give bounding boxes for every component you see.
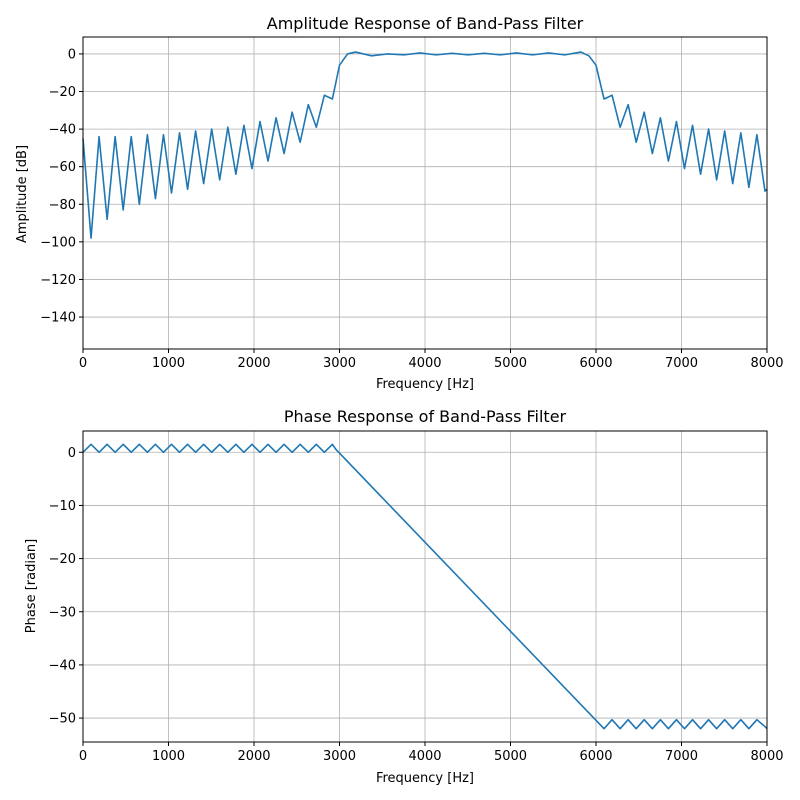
amplitude-y-tick-label: −60 (49, 160, 76, 175)
phase-y-tick-label: 0 (68, 446, 76, 461)
phase-x-tick-label: 2000 (237, 749, 270, 764)
amplitude-x-axis-label: Frequency [Hz] (376, 377, 474, 392)
phase-chart-title: Phase Response of Band-Pass Filter (284, 407, 567, 426)
amplitude-x-ticks: 0 1000 2000 3000 4000 5000 6000 7000 8000 (79, 349, 784, 371)
phase-y-tick-label: −20 (49, 552, 76, 567)
phase-series-line (82, 443, 768, 730)
phase-y-ticks: 0 −10 −20 −30 −40 −50 (49, 446, 83, 727)
amplitude-x-tick-label: 6000 (579, 356, 612, 371)
amplitude-y-tick-label: −140 (40, 311, 76, 326)
phase-x-tick-label: 4000 (408, 749, 441, 764)
amplitude-y-tick-label: −20 (49, 85, 76, 100)
phase-y-tick-label: −40 (49, 658, 76, 673)
amplitude-chart-title: Amplitude Response of Band-Pass Filter (267, 14, 584, 33)
phase-x-axis-label: Frequency [Hz] (376, 771, 474, 786)
amplitude-x-tick-label: 1000 (152, 356, 185, 371)
amplitude-x-tick-label: 2000 (237, 356, 270, 371)
amplitude-y-tick-label: 0 (68, 47, 76, 62)
amplitude-y-axis-label: Amplitude [dB] (15, 145, 30, 243)
amplitude-y-tick-label: −80 (49, 198, 76, 213)
amplitude-y-tick-label: −40 (49, 123, 76, 138)
phase-x-tick-label: 0 (79, 749, 87, 764)
amplitude-x-tick-label: 0 (79, 356, 87, 371)
amplitude-x-tick-label: 3000 (323, 356, 356, 371)
phase-x-tick-label: 6000 (579, 749, 612, 764)
phase-x-tick-label: 7000 (665, 749, 698, 764)
amplitude-y-ticks: 0 −20 −40 −60 −80 −100 −120 −140 (40, 47, 83, 326)
phase-y-tick-label: −30 (49, 605, 76, 620)
amplitude-series-line (82, 51, 768, 239)
phase-x-tick-label: 3000 (323, 749, 356, 764)
phase-chart: Phase Response of Band-Pass Filter Frequ… (24, 407, 784, 786)
amplitude-y-tick-label: −120 (40, 273, 76, 288)
amplitude-y-tick-label: −100 (40, 235, 76, 250)
phase-y-tick-label: −50 (49, 712, 76, 727)
phase-x-tick-label: 8000 (750, 749, 783, 764)
phase-x-tick-label: 5000 (494, 749, 527, 764)
amplitude-x-tick-label: 7000 (665, 356, 698, 371)
amplitude-chart: Amplitude Response of Band-Pass Filter F… (15, 14, 784, 392)
amplitude-x-tick-label: 5000 (494, 356, 527, 371)
amplitude-x-tick-label: 8000 (750, 356, 783, 371)
phase-y-tick-label: −10 (49, 499, 76, 514)
phase-y-axis-label: Phase [radian] (24, 539, 39, 633)
phase-x-ticks: 0 1000 2000 3000 4000 5000 6000 7000 8000 (79, 742, 784, 764)
amplitude-x-tick-label: 4000 (408, 356, 441, 371)
phase-x-tick-label: 1000 (152, 749, 185, 764)
